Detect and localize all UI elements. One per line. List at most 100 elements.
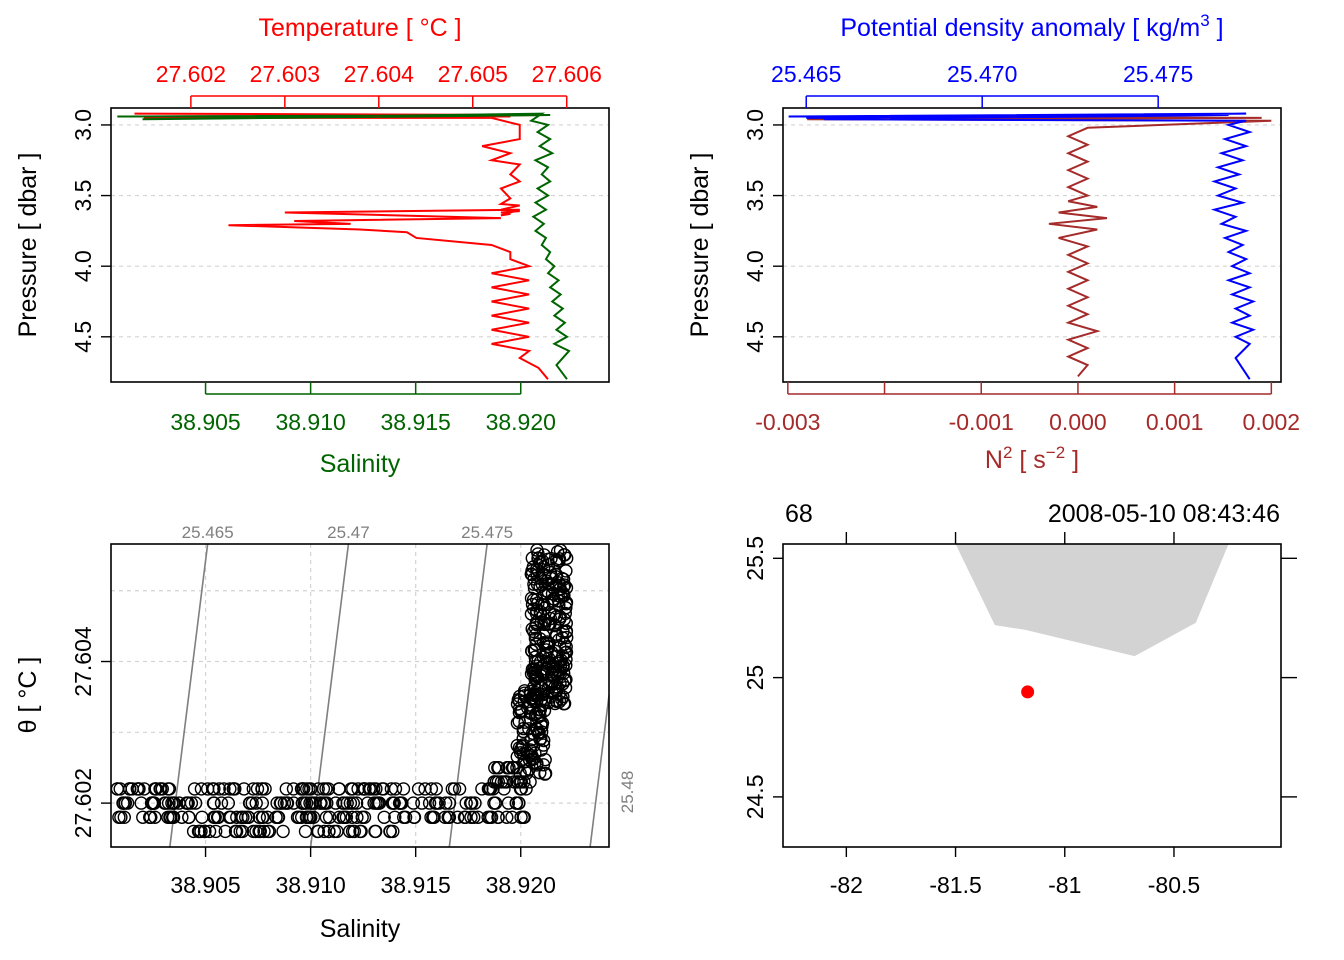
p4-station-id: 68 xyxy=(785,500,813,528)
ts-point xyxy=(539,584,553,598)
ts-point xyxy=(296,782,311,796)
ts-point xyxy=(386,824,400,839)
n2-line xyxy=(797,115,1272,378)
ts-point xyxy=(122,782,137,796)
ts-point xyxy=(131,782,146,796)
p1-y-tick-label: 3.5 xyxy=(70,180,96,212)
temperature-line xyxy=(134,112,549,380)
ts-point xyxy=(517,810,531,824)
ts-point xyxy=(165,810,180,824)
p2-y-tick-label: 4.0 xyxy=(742,250,768,282)
ts-point xyxy=(255,782,269,796)
ts-point xyxy=(162,782,177,796)
ts-point xyxy=(372,796,386,810)
ts-point xyxy=(411,782,426,796)
ts-point xyxy=(368,824,382,839)
ts-point xyxy=(528,628,542,642)
ts-point xyxy=(217,782,231,796)
station-dot xyxy=(1021,685,1035,699)
ts-point xyxy=(424,810,438,824)
ts-point xyxy=(233,824,247,839)
ts-point xyxy=(512,689,527,704)
ts-point xyxy=(406,796,421,810)
ts-point xyxy=(296,796,310,810)
p3-x-tick-label: 38.910 xyxy=(275,872,345,898)
ts-point xyxy=(367,796,381,810)
ts-point xyxy=(539,678,553,692)
p1-bottom-tick-label: 38.915 xyxy=(381,409,451,435)
ts-point xyxy=(161,796,176,810)
ts-point xyxy=(187,782,202,796)
ts-point xyxy=(234,810,248,824)
ts-point xyxy=(142,810,157,824)
ts-point xyxy=(306,796,320,810)
p2-series-lines xyxy=(788,112,1272,380)
p2-grid xyxy=(783,124,1281,338)
ts-point xyxy=(208,810,222,824)
p4-x-tick-label: -80.5 xyxy=(1148,872,1200,898)
ts-point xyxy=(319,810,334,824)
ts-point xyxy=(144,796,159,810)
ts-point xyxy=(530,758,544,772)
ts-point xyxy=(349,796,364,810)
p4-x-tick-label: -82 xyxy=(830,872,863,898)
p1-top-tick-label: 27.603 xyxy=(250,61,320,87)
ts-point xyxy=(157,796,172,810)
p3-y-tick-label: 27.602 xyxy=(70,768,96,838)
p4-plot-frame xyxy=(782,543,1282,848)
ts-point xyxy=(252,810,266,824)
ts-point xyxy=(134,796,148,810)
ts-point xyxy=(112,810,126,824)
ts-point xyxy=(195,810,209,824)
p3-x-tick-label: 38.915 xyxy=(381,872,451,898)
ts-point xyxy=(202,824,217,839)
ts-point xyxy=(526,560,540,574)
ts-point xyxy=(523,748,537,762)
isopycnal-label: 25.465 xyxy=(182,523,234,542)
ts-point xyxy=(153,782,168,796)
ts-point xyxy=(427,810,441,824)
panel-ts-diagram: 25.465 25.47 25.475 25.48 38.905 38.910 38.91… xyxy=(14,523,637,943)
p2-bottom-tick-label: -0.001 xyxy=(949,409,1014,435)
p2-bottom-tick-label: -0.003 xyxy=(755,409,820,435)
ts-point xyxy=(525,662,540,676)
ts-point xyxy=(439,796,453,810)
p1-pressure-axis: 3.0 3.5 4.0 4.5 xyxy=(70,109,111,353)
ts-point xyxy=(544,571,558,586)
ts-point xyxy=(221,796,236,810)
ts-point xyxy=(516,724,530,739)
ts-point xyxy=(458,810,473,824)
ts-point xyxy=(182,810,196,824)
ts-point xyxy=(290,810,305,824)
ts-point xyxy=(560,551,574,565)
ts-point xyxy=(226,782,241,796)
p3-x-axis-label: Salinity xyxy=(320,915,401,943)
p2-bottom-tick-label: 0.000 xyxy=(1049,409,1107,435)
ts-point xyxy=(304,782,318,796)
p1-plot-frame xyxy=(110,107,610,383)
ts-point xyxy=(388,810,402,824)
ts-point xyxy=(246,782,261,796)
ts-point xyxy=(332,810,346,824)
isopycnal-line xyxy=(169,543,209,848)
ts-point xyxy=(385,796,399,810)
ts-point xyxy=(514,704,528,718)
ts-point xyxy=(552,665,566,679)
ts-point xyxy=(205,782,220,796)
ts-point xyxy=(509,796,524,810)
ts-point xyxy=(557,696,572,711)
ts-point xyxy=(347,824,362,839)
p3-theta-axis: 27.602 27.604 xyxy=(70,626,111,838)
ts-point xyxy=(276,824,290,839)
ts-point xyxy=(249,796,263,810)
ts-point xyxy=(459,796,473,810)
ts-point xyxy=(536,636,551,650)
ts-point xyxy=(397,810,411,824)
land-polygon xyxy=(955,544,1229,657)
ts-point xyxy=(188,796,203,810)
p1-y-axis-label: Pressure [ dbar ] xyxy=(14,153,42,338)
ts-point xyxy=(218,824,233,839)
p2-n2-axis: -0.003 -0.001 0.000 0.001 0.002 xyxy=(755,382,1300,435)
ts-point xyxy=(442,796,457,810)
ts-point xyxy=(559,640,573,654)
